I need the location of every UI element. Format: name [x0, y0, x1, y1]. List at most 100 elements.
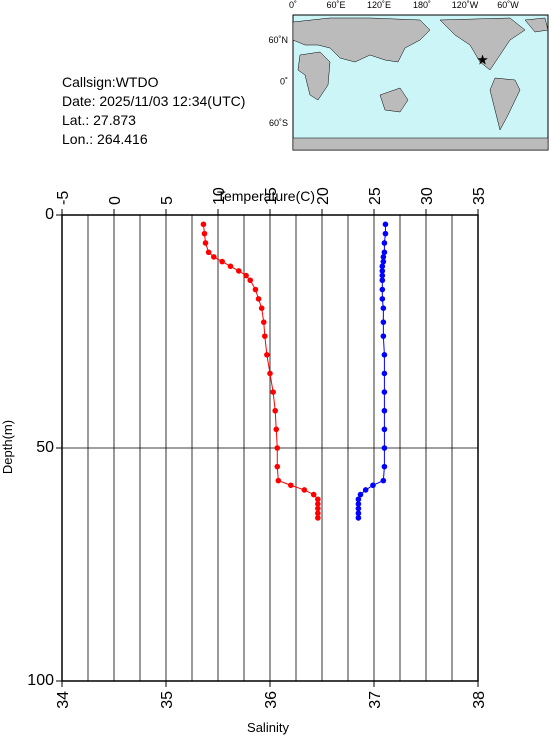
profile-point — [381, 426, 388, 433]
x2-tick-label: 5 — [159, 196, 176, 205]
profile-point — [357, 491, 364, 498]
profile-point — [275, 477, 282, 484]
profile-point — [202, 240, 209, 246]
map-top-label: 60˚E — [326, 0, 345, 10]
profile-point — [200, 221, 207, 228]
profile-point — [379, 263, 386, 270]
profile-point — [382, 230, 389, 237]
map-top-label: 60˚W — [497, 0, 519, 10]
profile-point — [380, 305, 387, 312]
profile-point — [315, 515, 321, 521]
profile-point — [301, 487, 308, 493]
profile-point — [201, 230, 208, 237]
profile-point — [267, 370, 273, 377]
map: 0˚ 60˚E 120˚E 180˚ 120˚W 60˚W 60˚N 0˚ 60˚S ★ — [268, 0, 549, 151]
map-top-label: 180˚ — [413, 0, 431, 10]
x-tick-label: 37 — [367, 691, 384, 709]
x2-tick-label: 0 — [107, 196, 124, 205]
map-left-label: 0˚ — [280, 77, 288, 87]
map-left-label: 60˚S — [269, 118, 288, 128]
profile-point — [211, 254, 217, 260]
info-line: Date: 2025/11/03 12:34(UTC) — [62, 93, 245, 109]
profile-point — [315, 505, 321, 512]
profile-point — [380, 319, 387, 325]
profile-point — [381, 463, 388, 470]
profile-point — [355, 505, 362, 512]
profile-point — [362, 487, 369, 493]
map-land — [292, 17, 549, 151]
profile-point — [255, 296, 262, 302]
profile-point — [380, 477, 387, 484]
x2-tick-label: 35 — [471, 187, 488, 205]
profile-point — [243, 272, 249, 279]
info-block: Callsign:WTDO Date: 2025/11/03 12:34(UTC)… — [62, 74, 245, 147]
info-line: Callsign:WTDO — [62, 74, 159, 90]
profile-point — [381, 249, 388, 256]
info-line: Lat.: 27.873 — [62, 112, 136, 128]
profile-point — [288, 482, 294, 489]
profile-point — [379, 277, 386, 284]
profile-point — [381, 240, 388, 246]
profile-point — [264, 352, 270, 358]
map-top-label: 0˚ — [289, 0, 297, 10]
x2-axis-title: Temperature(C) — [217, 188, 315, 204]
profile-point — [382, 221, 389, 228]
profile-point — [381, 370, 388, 377]
profile-point — [252, 286, 259, 293]
profile-point — [379, 296, 386, 302]
profile-point — [355, 496, 362, 503]
profile-point — [260, 319, 267, 325]
profile-point — [381, 407, 388, 414]
profile-point — [227, 263, 234, 270]
y-axis-title: Depth(m) — [0, 420, 15, 474]
map-left-labels: 60˚N 0˚ 60˚S — [268, 35, 288, 128]
location-star: ★ — [476, 51, 489, 67]
x2-tick-label: 30 — [419, 187, 436, 205]
profile-point — [380, 333, 387, 339]
plot-frame — [61, 214, 479, 682]
profile-point — [315, 496, 321, 503]
x2-tick-label: 20 — [315, 187, 332, 205]
profile-point — [379, 286, 386, 293]
map-left-label: 60˚N — [268, 35, 288, 45]
x2-tick-label: 10 — [211, 187, 228, 205]
profile-point — [380, 254, 387, 260]
x2-tick-label: 15 — [263, 187, 280, 205]
profile-line — [202, 224, 319, 518]
profile-point — [315, 510, 321, 517]
profile-point — [355, 510, 362, 517]
y-tick-label: 100 — [27, 672, 54, 689]
profile-point — [262, 333, 268, 339]
profile-point — [205, 249, 212, 256]
profile-point — [273, 426, 280, 433]
profile-point — [381, 445, 388, 451]
profile-point — [380, 258, 387, 265]
profile-point — [379, 268, 386, 274]
profile-point — [219, 258, 225, 265]
profile-point — [270, 389, 276, 395]
x2-tick-label: 25 — [367, 187, 384, 205]
profile-point — [379, 272, 386, 279]
x-tick-label: 36 — [263, 691, 280, 709]
profile-point — [272, 407, 279, 414]
y-tick-label: 50 — [36, 439, 54, 456]
profile-point — [258, 305, 265, 312]
info-line: Lon.: 264.416 — [62, 131, 148, 147]
x-tick-label: 38 — [471, 691, 488, 709]
profile-point — [236, 268, 242, 274]
profile-point — [274, 463, 281, 470]
map-top-labels: 0˚ 60˚E 120˚E 180˚ 120˚W 60˚W — [289, 0, 519, 10]
map-top-label: 120˚W — [452, 0, 479, 10]
profile-point — [381, 389, 388, 395]
profile-point — [315, 501, 321, 507]
map-top-label: 120˚E — [367, 0, 391, 10]
profile-point — [381, 352, 388, 358]
x2-tick-label: -5 — [55, 191, 72, 205]
profile-point — [355, 501, 362, 507]
x-tick-label: 34 — [55, 691, 72, 709]
profile-point — [310, 491, 317, 498]
profile-point — [274, 445, 281, 451]
x-axis-title: Salinity — [247, 720, 289, 735]
